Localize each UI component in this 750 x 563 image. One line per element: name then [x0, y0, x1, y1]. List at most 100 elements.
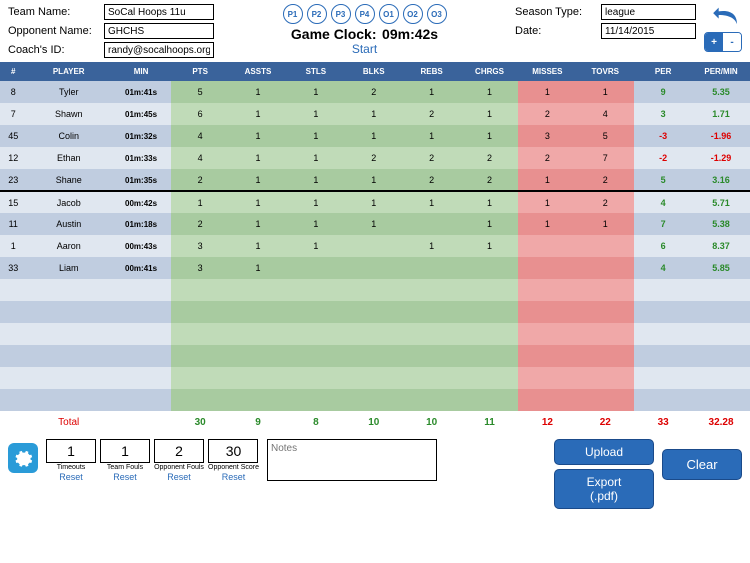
cell-tovrs[interactable]: 1 [576, 213, 634, 235]
cell-misses[interactable]: 2 [518, 147, 576, 169]
cell-blks[interactable]: 1 [345, 213, 403, 235]
team-fouls-reset-button[interactable]: Reset [113, 472, 137, 482]
team-fouls-value[interactable]: 1 [100, 439, 150, 463]
player-min[interactable]: 00m:41s [111, 257, 171, 279]
player-min[interactable]: 00m:42s [111, 191, 171, 213]
cell-per[interactable]: 5 [634, 169, 692, 191]
cell-misses[interactable]: 1 [518, 81, 576, 103]
player-name[interactable]: Shawn [27, 103, 111, 125]
player-min[interactable]: 01m:33s [111, 147, 171, 169]
player-num[interactable]: 1 [0, 235, 27, 257]
cell-assts[interactable]: 1 [229, 125, 287, 147]
cell-stls[interactable] [287, 257, 345, 279]
start-button[interactable]: Start [352, 42, 377, 56]
player-num[interactable]: 7 [0, 103, 27, 125]
cell-assts[interactable]: 1 [229, 213, 287, 235]
cell-assts[interactable]: 1 [229, 103, 287, 125]
cell-blks[interactable]: 1 [345, 103, 403, 125]
opp-score-reset-button[interactable]: Reset [222, 472, 246, 482]
period-button-o1[interactable]: O1 [379, 4, 399, 24]
cell-rebs[interactable]: 2 [403, 103, 461, 125]
upload-button[interactable]: Upload [554, 439, 654, 465]
cell-pts[interactable]: 5 [171, 81, 229, 103]
cell-chrgs[interactable]: 2 [461, 147, 519, 169]
player-num[interactable]: 33 [0, 257, 27, 279]
player-num[interactable]: 45 [0, 125, 27, 147]
cell-blks[interactable] [345, 257, 403, 279]
cell-pts[interactable]: 2 [171, 169, 229, 191]
period-button-o2[interactable]: O2 [403, 4, 423, 24]
cell-tovrs[interactable] [576, 235, 634, 257]
player-min[interactable]: 01m:35s [111, 169, 171, 191]
timeouts-reset-button[interactable]: Reset [59, 472, 83, 482]
cell-rebs[interactable] [403, 213, 461, 235]
cell-stls[interactable]: 1 [287, 103, 345, 125]
cell-rebs[interactable] [403, 257, 461, 279]
cell-blks[interactable]: 1 [345, 125, 403, 147]
opp-fouls-value[interactable]: 2 [154, 439, 204, 463]
period-button-p2[interactable]: P2 [307, 4, 327, 24]
cell-pts[interactable]: 1 [171, 191, 229, 213]
export-button[interactable]: Export (.pdf) [554, 469, 654, 509]
cell-chrgs[interactable]: 1 [461, 235, 519, 257]
cell-stls[interactable]: 1 [287, 169, 345, 191]
player-name[interactable]: Shane [27, 169, 111, 191]
plus-button[interactable]: + [705, 33, 723, 51]
player-min[interactable]: 00m:43s [111, 235, 171, 257]
player-num[interactable]: 11 [0, 213, 27, 235]
cell-permin[interactable]: -1.29 [692, 147, 750, 169]
player-min[interactable]: 01m:32s [111, 125, 171, 147]
cell-stls[interactable]: 1 [287, 235, 345, 257]
cell-assts[interactable]: 1 [229, 81, 287, 103]
cell-permin[interactable]: 5.38 [692, 213, 750, 235]
cell-assts[interactable]: 1 [229, 169, 287, 191]
player-min[interactable]: 01m:45s [111, 103, 171, 125]
cell-chrgs[interactable]: 1 [461, 103, 519, 125]
cell-rebs[interactable]: 1 [403, 191, 461, 213]
cell-misses[interactable]: 1 [518, 191, 576, 213]
cell-blks[interactable] [345, 235, 403, 257]
cell-rebs[interactable]: 2 [403, 169, 461, 191]
cell-per[interactable]: -3 [634, 125, 692, 147]
cell-tovrs[interactable]: 7 [576, 147, 634, 169]
opp-fouls-reset-button[interactable]: Reset [167, 472, 191, 482]
cell-permin[interactable]: 5.71 [692, 191, 750, 213]
cell-chrgs[interactable]: 1 [461, 213, 519, 235]
cell-tovrs[interactable] [576, 257, 634, 279]
cell-rebs[interactable]: 1 [403, 81, 461, 103]
cell-misses[interactable]: 2 [518, 103, 576, 125]
player-name[interactable]: Colin [27, 125, 111, 147]
cell-misses[interactable] [518, 235, 576, 257]
cell-tovrs[interactable]: 1 [576, 81, 634, 103]
cell-misses[interactable]: 1 [518, 213, 576, 235]
plus-minus-toggle[interactable]: + - [704, 32, 742, 52]
period-button-p1[interactable]: P1 [283, 4, 303, 24]
cell-blks[interactable]: 1 [345, 191, 403, 213]
cell-assts[interactable]: 1 [229, 257, 287, 279]
cell-misses[interactable]: 1 [518, 169, 576, 191]
cell-chrgs[interactable]: 1 [461, 191, 519, 213]
cell-stls[interactable]: 1 [287, 125, 345, 147]
player-min[interactable]: 01m:18s [111, 213, 171, 235]
undo-button[interactable] [710, 4, 742, 28]
cell-pts[interactable]: 3 [171, 257, 229, 279]
cell-per[interactable]: 3 [634, 103, 692, 125]
cell-stls[interactable]: 1 [287, 81, 345, 103]
cell-misses[interactable]: 3 [518, 125, 576, 147]
cell-per[interactable]: 4 [634, 191, 692, 213]
cell-permin[interactable]: -1.96 [692, 125, 750, 147]
cell-chrgs[interactable]: 1 [461, 81, 519, 103]
cell-rebs[interactable]: 1 [403, 235, 461, 257]
settings-button[interactable] [8, 443, 38, 473]
player-name[interactable]: Ethan [27, 147, 111, 169]
cell-stls[interactable]: 1 [287, 147, 345, 169]
period-button-p4[interactable]: P4 [355, 4, 375, 24]
cell-pts[interactable]: 2 [171, 213, 229, 235]
cell-per[interactable]: 7 [634, 213, 692, 235]
player-num[interactable]: 8 [0, 81, 27, 103]
team-name-input[interactable] [104, 4, 214, 20]
cell-rebs[interactable]: 2 [403, 147, 461, 169]
clear-button[interactable]: Clear [662, 449, 742, 480]
cell-assts[interactable]: 1 [229, 235, 287, 257]
cell-chrgs[interactable] [461, 257, 519, 279]
